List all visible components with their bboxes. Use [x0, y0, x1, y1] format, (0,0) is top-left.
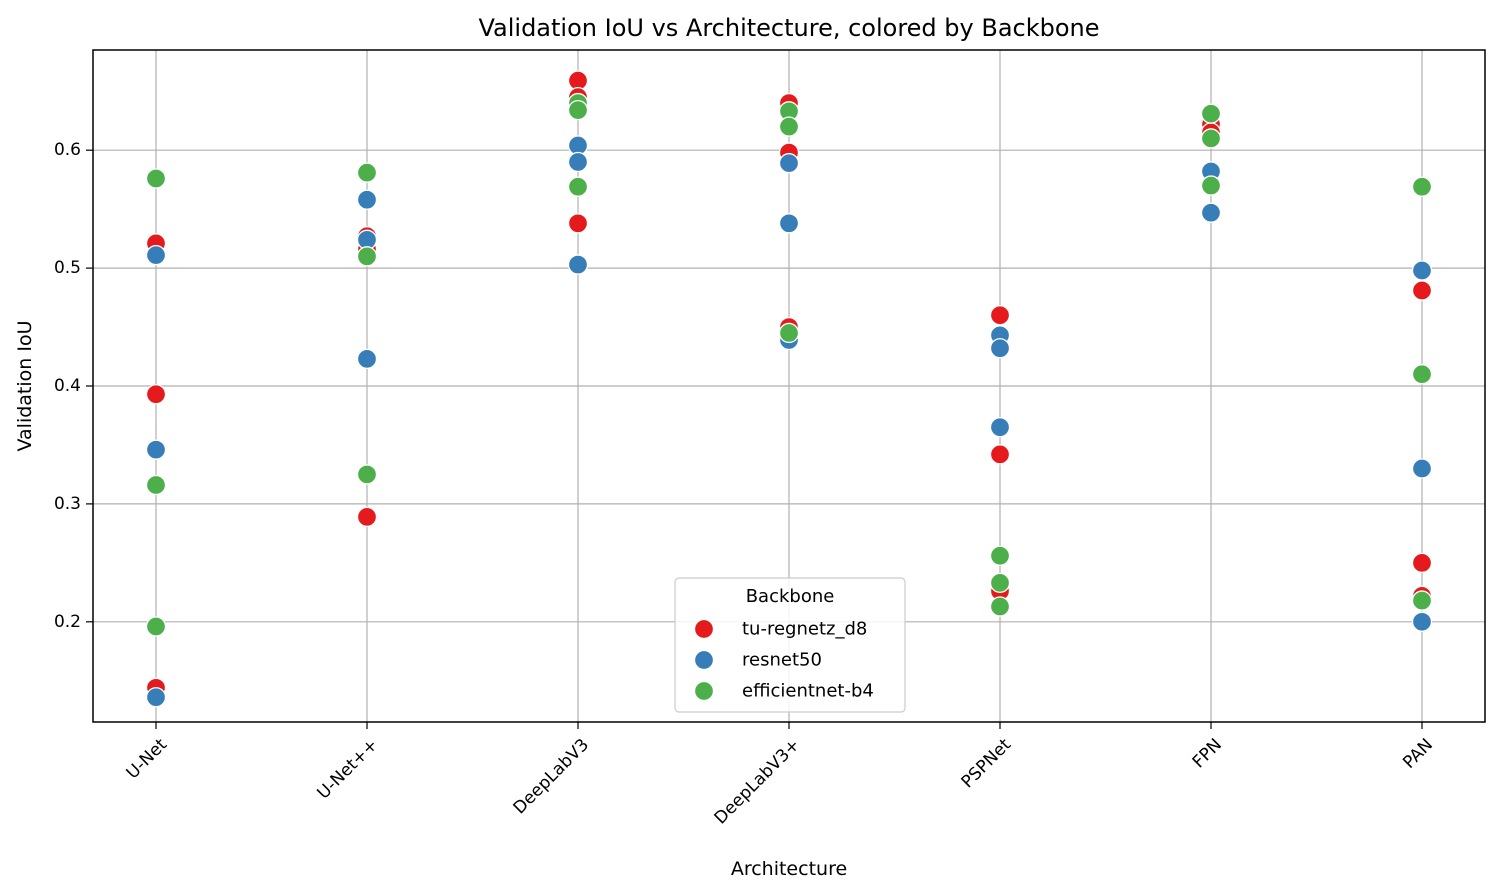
point-resnet50 [145, 244, 167, 266]
point-resnet50 [1411, 611, 1433, 632]
point-efficientnet-b4 [567, 176, 589, 197]
y-axis: 0.2 0.3 0.4 0.5 0.6 [54, 140, 93, 632]
point-efficientnet-b4 [567, 99, 589, 121]
point-efficientnet-b4 [356, 162, 378, 183]
point-efficientnet-b4 [778, 322, 800, 344]
point-efficientnet-b4 [1200, 175, 1222, 196]
point-efficientnet-b4 [145, 474, 167, 496]
x-tick-label: FPN [1189, 735, 1226, 772]
point-tu-regnetz_d8 [356, 506, 378, 528]
point-efficientnet-b4 [1411, 364, 1433, 385]
point-resnet50 [1411, 458, 1433, 479]
chart-title: Validation IoU vs Architecture, colored … [478, 14, 1099, 42]
x-tick-label: PAN [1399, 735, 1437, 773]
legend-entries: tu-regnetz_d8 resnet50 efficientnet-b4 [693, 618, 874, 702]
legend-marker-tu-regnetz_d8 [693, 618, 715, 640]
x-axis: U-Net U-Net++ DeepLabV3 DeepLabV3+ PSPNet FPN… [123, 722, 1437, 828]
x-tick-label: U-Net++ [314, 735, 383, 804]
point-resnet50 [356, 189, 378, 210]
point-tu-regnetz_d8 [1411, 552, 1433, 573]
legend-title: Backbone [746, 586, 835, 607]
point-efficientnet-b4 [989, 596, 1011, 617]
legend-box [674, 577, 906, 713]
point-efficientnet-b4 [989, 545, 1011, 566]
y-tick-label: 0.3 [54, 494, 81, 514]
point-tu-regnetz_d8 [989, 305, 1011, 326]
point-efficientnet-b4 [1411, 176, 1433, 197]
point-efficientnet-b4 [989, 572, 1011, 594]
point-efficientnet-b4 [1411, 590, 1433, 611]
x-tick-label: U-Net [123, 735, 172, 784]
point-resnet50 [778, 213, 800, 234]
point-efficientnet-b4 [356, 464, 378, 485]
x-tick-label: DeepLabV3+ [711, 735, 804, 828]
scatter-points [145, 70, 1433, 708]
point-efficientnet-b4 [356, 246, 378, 267]
point-efficientnet-b4 [145, 168, 167, 189]
point-tu-regnetz_d8 [145, 384, 167, 405]
point-resnet50 [1411, 260, 1433, 281]
y-tick-label: 0.2 [54, 612, 81, 632]
point-tu-regnetz_d8 [989, 444, 1011, 465]
point-efficientnet-b4 [778, 116, 800, 137]
legend-label-resnet50: resnet50 [742, 650, 822, 671]
legend: Backbone tu-regnetz_d8 resnet50 efficientn… [674, 577, 906, 713]
y-tick-label: 0.5 [54, 258, 81, 278]
point-resnet50 [989, 417, 1011, 438]
x-tick-label: PSPNet [958, 735, 1016, 793]
point-resnet50 [989, 338, 1011, 359]
point-resnet50 [145, 439, 167, 460]
y-axis-label: Validation IoU [14, 321, 36, 452]
point-efficientnet-b4 [1200, 103, 1222, 124]
point-resnet50 [778, 153, 800, 174]
point-tu-regnetz_d8 [1411, 280, 1433, 301]
point-resnet50 [356, 348, 378, 370]
point-resnet50 [145, 687, 167, 708]
point-efficientnet-b4 [145, 616, 167, 637]
y-tick-label: 0.6 [54, 140, 81, 160]
point-resnet50 [1200, 202, 1222, 223]
legend-label-efficientnet-b4: efficientnet-b4 [742, 681, 874, 702]
point-tu-regnetz_d8 [567, 213, 589, 234]
legend-marker-efficientnet-b4 [693, 680, 715, 702]
point-resnet50 [567, 254, 589, 275]
legend-label-tu-regnetz_d8: tu-regnetz_d8 [742, 619, 867, 640]
y-tick-label: 0.4 [54, 376, 81, 396]
legend-marker-resnet50 [693, 649, 715, 671]
point-resnet50 [567, 151, 589, 173]
x-axis-label: Architecture [731, 858, 847, 880]
x-tick-label: DeepLabV3 [510, 735, 593, 818]
point-efficientnet-b4 [1200, 128, 1222, 149]
